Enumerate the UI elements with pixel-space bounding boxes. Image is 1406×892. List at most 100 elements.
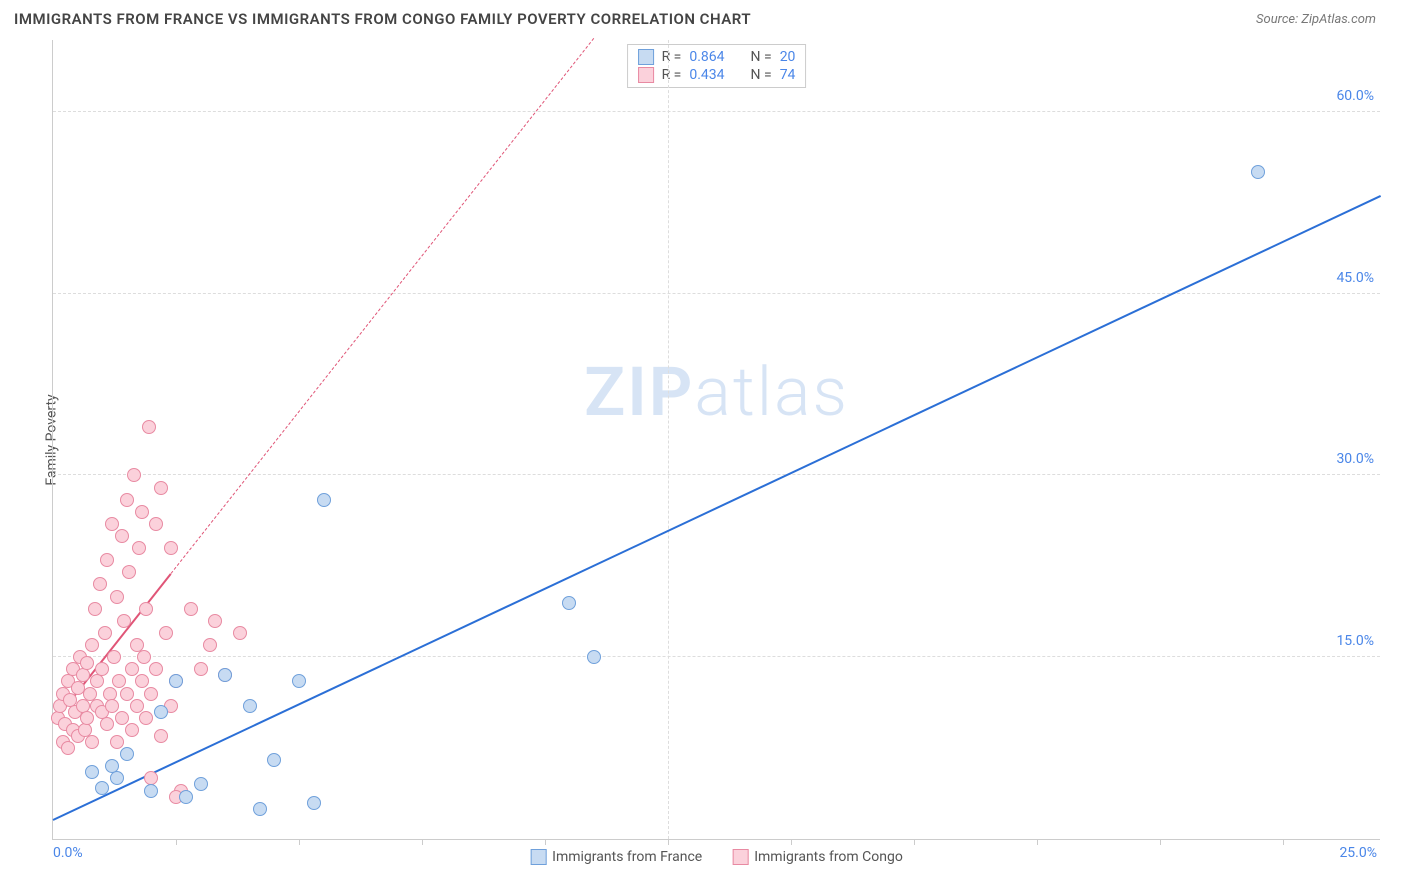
data-point xyxy=(317,493,331,507)
legend-swatch xyxy=(732,849,748,865)
gridline-horizontal xyxy=(53,656,1380,657)
data-point xyxy=(120,687,134,701)
data-point xyxy=(127,468,141,482)
trend-line xyxy=(53,195,1382,821)
data-point xyxy=(110,771,124,785)
watermark: ZIPatlas xyxy=(584,352,849,432)
data-point xyxy=(93,577,107,591)
x-tick-mark xyxy=(1037,839,1038,845)
data-point xyxy=(100,717,114,731)
data-point xyxy=(218,668,232,682)
data-point xyxy=(85,765,99,779)
data-point xyxy=(115,529,129,543)
data-point xyxy=(115,711,129,725)
legend-n-value: 20 xyxy=(780,49,796,65)
data-point xyxy=(125,723,139,737)
data-point xyxy=(144,784,158,798)
data-point xyxy=(120,493,134,507)
y-tick-label: 30.0% xyxy=(1336,451,1374,467)
data-point xyxy=(90,674,104,688)
data-point xyxy=(154,705,168,719)
data-point xyxy=(107,650,121,664)
data-point xyxy=(137,650,151,664)
data-point xyxy=(233,626,247,640)
legend-item: Immigrants from Congo xyxy=(732,849,903,865)
data-point xyxy=(184,602,198,616)
data-point xyxy=(587,650,601,664)
watermark-bold: ZIP xyxy=(584,352,694,432)
data-point xyxy=(122,565,136,579)
gridline-horizontal xyxy=(53,111,1380,112)
data-point xyxy=(169,674,183,688)
data-point xyxy=(95,781,109,795)
x-tick-mark xyxy=(176,839,177,845)
data-point xyxy=(159,626,173,640)
legend-n-label: N = xyxy=(751,67,772,83)
data-point xyxy=(120,747,134,761)
y-tick-label: 15.0% xyxy=(1336,633,1374,649)
data-point xyxy=(267,753,281,767)
data-point xyxy=(117,614,131,628)
chart-title: IMMIGRANTS FROM FRANCE VS IMMIGRANTS FRO… xyxy=(14,10,751,28)
x-tick-mark xyxy=(299,839,300,845)
watermark-light: atlas xyxy=(694,352,849,432)
data-point xyxy=(194,777,208,791)
data-point xyxy=(154,729,168,743)
data-point xyxy=(154,481,168,495)
trend-line xyxy=(171,38,595,574)
data-point xyxy=(292,674,306,688)
data-point xyxy=(88,602,102,616)
data-point xyxy=(208,614,222,628)
x-tick-mark xyxy=(1283,839,1284,845)
x-tick-label: 25.0% xyxy=(1339,845,1377,861)
legend-n-value: 74 xyxy=(780,67,796,83)
legend-swatch xyxy=(638,49,654,65)
x-tick-mark xyxy=(914,839,915,845)
chart-container: Family Poverty ZIPatlas R =0.864N =20R =… xyxy=(14,40,1392,840)
data-point xyxy=(1251,165,1265,179)
data-point xyxy=(110,735,124,749)
data-point xyxy=(100,553,114,567)
data-point xyxy=(105,517,119,531)
legend-row: R = 0.434 N = 74 xyxy=(638,67,796,83)
legend-r-value: 0.864 xyxy=(689,49,724,65)
data-point xyxy=(179,790,193,804)
legend-n-label: N = xyxy=(751,49,772,65)
data-point xyxy=(142,420,156,434)
legend-item: Immigrants from France xyxy=(530,849,702,865)
gridline-horizontal xyxy=(53,293,1380,294)
data-point xyxy=(139,711,153,725)
data-point xyxy=(85,735,99,749)
data-point xyxy=(243,699,257,713)
legend-r-value: 0.434 xyxy=(689,67,724,83)
x-tick-label: 0.0% xyxy=(53,845,83,861)
data-point xyxy=(125,662,139,676)
legend-series-label: Immigrants from Congo xyxy=(754,849,903,865)
data-point xyxy=(105,699,119,713)
legend-swatch xyxy=(638,67,654,83)
data-point xyxy=(562,596,576,610)
data-point xyxy=(164,541,178,555)
data-point xyxy=(80,711,94,725)
data-point xyxy=(76,668,90,682)
data-point xyxy=(149,517,163,531)
correlation-legend: R = 0.864 N = 20 R = 0.434 N = 74 xyxy=(627,44,807,88)
data-point xyxy=(130,699,144,713)
x-tick-mark xyxy=(1160,839,1161,845)
data-point xyxy=(98,626,112,640)
data-point xyxy=(80,656,94,670)
data-point xyxy=(95,662,109,676)
y-tick-label: 45.0% xyxy=(1336,270,1374,286)
legend-row: R =0.864N =20 xyxy=(638,49,796,65)
x-tick-mark xyxy=(422,839,423,845)
data-point xyxy=(144,687,158,701)
legend-series-label: Immigrants from France xyxy=(552,849,702,865)
data-point xyxy=(61,741,75,755)
data-point xyxy=(194,662,208,676)
gridline-horizontal xyxy=(53,474,1380,475)
data-point xyxy=(110,590,124,604)
x-tick-mark xyxy=(791,839,792,845)
legend-r-label: R = xyxy=(662,67,682,83)
data-point xyxy=(307,796,321,810)
y-tick-label: 60.0% xyxy=(1336,88,1374,104)
